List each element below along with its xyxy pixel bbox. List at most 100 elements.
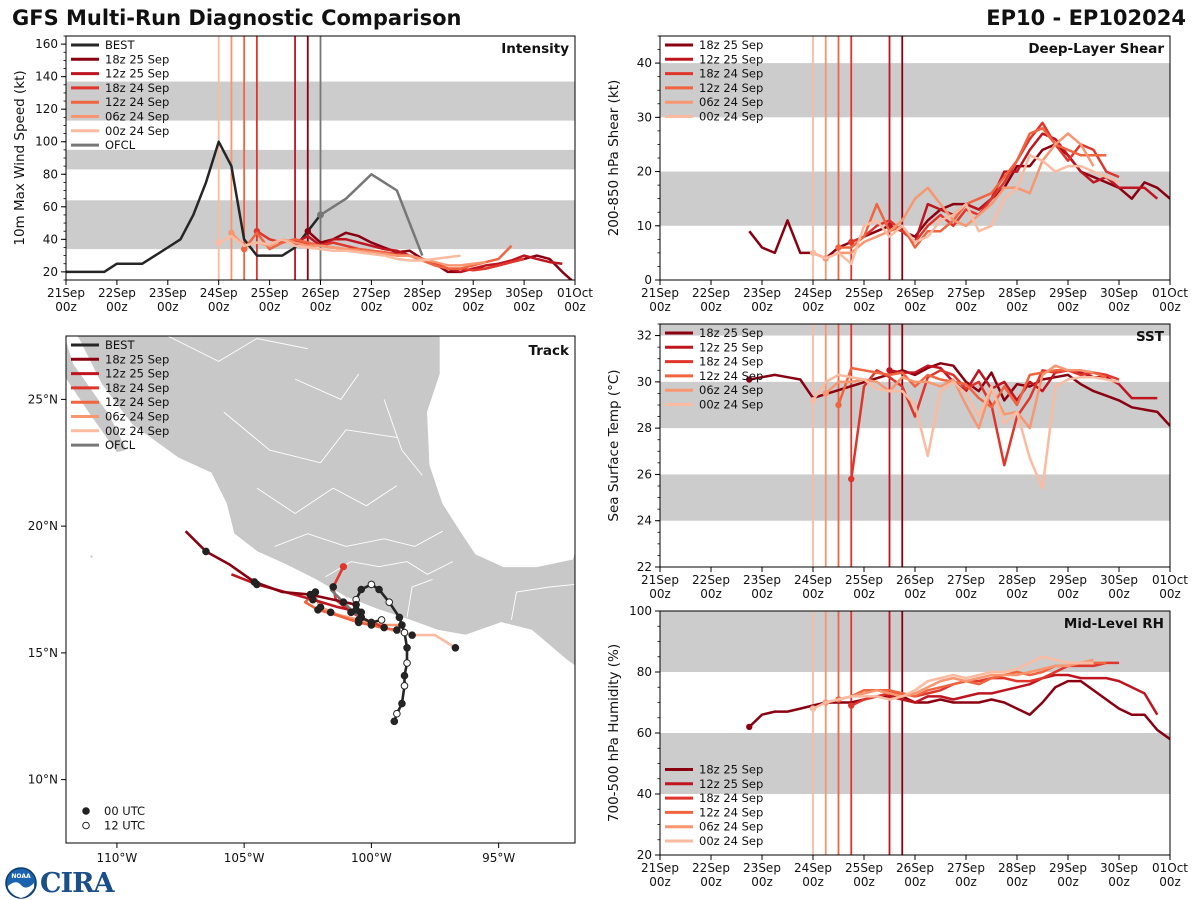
series-line [837, 366, 1107, 409]
series-line [66, 140, 322, 274]
x-tick-label-hour: 00z [1006, 875, 1028, 889]
chart-track: 110°W 105°W 100°W 95°W 10°N 15°N 20°N 25°N Track… [28, 335, 576, 865]
x-tick-label-date: 29Sep [1049, 286, 1087, 300]
state-border [167, 336, 308, 362]
x-tick-label-hour: 00z [1057, 587, 1079, 601]
legend-label: 06z 24 Sep [699, 95, 763, 109]
track-position-marker [202, 547, 210, 556]
legend-label: 18z 25 Sep [105, 52, 169, 66]
y-tick-label: 28 [637, 421, 652, 435]
x-tick-label-hour: 00z [649, 300, 671, 314]
x-tick-label-date: 25Sep [845, 573, 883, 587]
track-position-marker [400, 671, 409, 680]
state-border [510, 583, 575, 620]
x-tick-label-date: 23Sep [743, 286, 781, 300]
track-position-marker [367, 621, 376, 629]
x-tick-label-date: 26Sep [302, 286, 340, 300]
legend-label: 18z 24 Sep [699, 791, 763, 805]
x-tick-label: 110°W [97, 851, 138, 865]
series-start-marker [746, 376, 753, 383]
track-position-marker [367, 580, 376, 589]
track-position-marker [390, 717, 399, 726]
noaa-emblem-text: NOAA [11, 873, 31, 880]
state-border [274, 530, 443, 547]
y-axis-label: 10m Max Wind Speed (kt) [12, 70, 28, 245]
y-tick-label: 30 [637, 375, 652, 389]
x-tick-label-hour: 00z [904, 300, 926, 314]
series-start-marker [746, 723, 753, 731]
series-start-marker [809, 705, 817, 712]
x-tick-label-date: 24Sep [794, 573, 832, 587]
land-mass [76, 336, 575, 667]
x-tick-label-date: 24Sep [794, 861, 832, 875]
state-border [325, 561, 454, 578]
x-tick-label-date: 24Sep [200, 286, 238, 300]
x-tick-label-hour: 00z [751, 300, 773, 314]
chart-intensity: 2040608010012014016021Sep00z22Sep00z23Se… [12, 35, 593, 314]
track-position-marker [377, 616, 386, 624]
legend-label: 18z 24 Sep [699, 355, 763, 369]
series-line [812, 655, 1094, 710]
x-tick-label-hour: 00z [1108, 300, 1130, 314]
marker-legend-label: 00 UTC [104, 804, 145, 818]
y-axis-label: 700-500 hPa Humidity (%) [606, 644, 622, 822]
y-tick-label: 20°N [28, 519, 58, 533]
marker-legend-label: 12 UTC [104, 819, 145, 833]
x-tick-label-hour: 00z [462, 300, 484, 314]
series-start-marker [822, 390, 829, 397]
x-tick-label-hour: 00z [1159, 300, 1181, 314]
x-tick-label-date: 22Sep [692, 573, 730, 587]
track-position-marker [400, 682, 409, 690]
series-line [825, 132, 1095, 260]
x-tick-label-date: 21Sep [641, 861, 679, 875]
panel-title: Deep-Layer Shear [1028, 41, 1164, 57]
x-tick-label-date: 27Sep [947, 573, 985, 587]
x-tick-label-hour: 00z [564, 300, 586, 314]
y-tick-label: 120 [35, 102, 58, 116]
legend-label: OFCL [105, 138, 136, 152]
series-start-marker [240, 245, 248, 253]
x-tick-label-date: 26Sep [896, 573, 934, 587]
x-tick-label-hour: 00z [1159, 587, 1181, 601]
legend-label: 18z 24 Sep [699, 67, 763, 81]
x-tick-label-hour: 00z [802, 300, 824, 314]
series-start-marker [886, 367, 893, 374]
legend-label: 12z 24 Sep [105, 95, 169, 109]
track-position-marker [380, 623, 388, 632]
shading-band [660, 324, 1170, 336]
x-tick-label-date: 01Oct [1152, 286, 1188, 300]
y-tick-label: 60 [43, 200, 58, 214]
x-tick-label-date: 25Sep [845, 861, 883, 875]
track-position-marker [375, 585, 383, 594]
x-tick-label-hour: 00z [904, 875, 926, 889]
x-tick-label-date: 29Sep [1049, 861, 1087, 875]
x-tick-label-hour: 00z [106, 300, 128, 314]
track-position-marker [393, 709, 401, 718]
x-tick-label-date: 01Oct [1152, 573, 1188, 587]
y-tick-label: 60 [637, 726, 652, 740]
legend-label: 12z 25 Sep [699, 340, 763, 354]
x-tick-label-hour: 00z [955, 875, 977, 889]
x-tick-label-hour: 00z [1057, 300, 1079, 314]
series-line [889, 132, 1159, 244]
legend-label: 12z 25 Sep [105, 67, 169, 81]
panel-title: SST [1136, 329, 1165, 345]
track-position-marker [309, 595, 317, 604]
x-tick-label-hour: 00z [751, 875, 773, 889]
x-tick-label-date: 25Sep [845, 286, 883, 300]
state-border [256, 485, 398, 515]
x-tick-label-date: 30Sep [1100, 861, 1138, 875]
series-line [850, 369, 1120, 480]
panel-title: Track [529, 343, 570, 359]
series-start-marker [317, 211, 324, 219]
series-line [811, 373, 1120, 490]
state-border [294, 373, 360, 400]
map-group [66, 336, 575, 726]
track-position-marker [316, 603, 325, 612]
y-tick-label: 24 [637, 514, 652, 528]
x-tick-label-date: 22Sep [692, 861, 730, 875]
x-tick-label-date: 24Sep [794, 286, 832, 300]
x-tick-label-date: 28Sep [998, 286, 1036, 300]
series-line [812, 154, 1120, 265]
legend-label: 06z 24 Sep [699, 820, 763, 834]
